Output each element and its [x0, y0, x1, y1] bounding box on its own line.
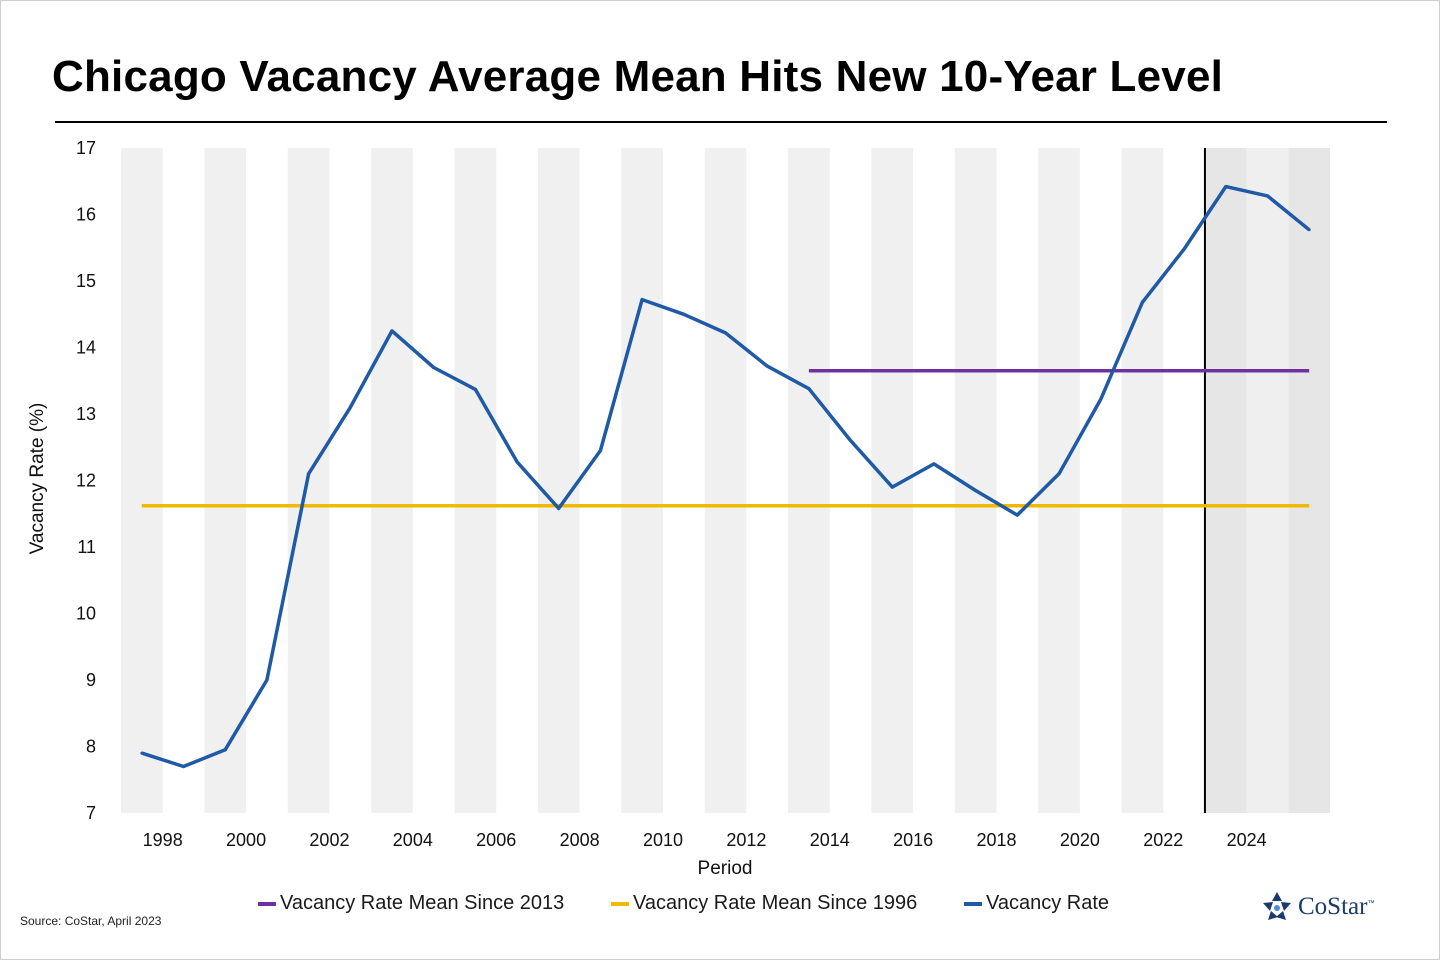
vacancy-rate-point [473, 387, 477, 391]
x-tick-label: 2008 [560, 830, 600, 850]
vacancy-rate-point [348, 405, 352, 409]
x-tick-label: 2014 [810, 830, 850, 850]
year-band [204, 148, 247, 813]
x-tick-label: 2022 [1143, 830, 1183, 850]
costar-star-logo-icon [1263, 892, 1291, 920]
legend-item-mean-since-1996: Vacancy Rate Mean Since 1996 [611, 892, 917, 915]
chart-legend: Vacancy Rate Mean Since 2013 Vacancy Rat… [0, 892, 1440, 920]
y-tick-label: 10 [76, 604, 96, 624]
x-tick-label: 2018 [976, 830, 1016, 850]
year-band [704, 148, 747, 813]
title-underline [55, 121, 1387, 123]
vacancy-rate-point [724, 331, 727, 335]
legend-swatch-vacancy-rate [964, 901, 982, 906]
vacancy-rate-point [807, 387, 811, 391]
legend-swatch-mean-since-2013 [258, 901, 276, 906]
vacancy-rate-point [515, 460, 519, 464]
year-band [1121, 148, 1164, 813]
chart-title: Chicago Vacancy Average Mean Hits New 10… [52, 52, 1224, 101]
legend-item-mean-since-2013: Vacancy Rate Mean Since 2013 [258, 892, 564, 915]
year-band [621, 148, 663, 813]
vacancy-rate-point [390, 329, 394, 333]
vacancy-rate-point [557, 506, 561, 510]
y-axis-title: Vacancy Rate (%) [27, 403, 48, 555]
y-tick-label: 8 [86, 737, 96, 757]
x-tick-label: 2004 [393, 830, 433, 850]
x-tick-label: 2002 [309, 830, 349, 850]
vacancy-rate-point [1182, 247, 1186, 251]
vacancy-rate-point [890, 485, 894, 489]
legend-label-mean-since-2013: Vacancy Rate Mean Since 2013 [280, 892, 565, 914]
brand-name: CoStar [1298, 893, 1368, 920]
brand-trademark: ™ [1367, 900, 1375, 907]
y-tick-label: 9 [86, 670, 96, 690]
y-tick-label: 14 [76, 338, 96, 358]
vacancy-rate-point [1307, 228, 1311, 232]
vacancy-rate-point [1265, 194, 1269, 198]
year-band [537, 148, 580, 813]
year-band [1288, 148, 1330, 813]
legend-item-vacancy-rate: Vacancy Rate [964, 892, 1109, 915]
y-tick-label: 12 [76, 471, 96, 491]
vacancy-rate-point [140, 751, 144, 755]
year-band [788, 148, 830, 813]
x-tick-label: 2012 [726, 830, 766, 850]
vacancy-rate-point [765, 364, 769, 368]
vacancy-rate-point [432, 365, 436, 369]
year-band [121, 148, 163, 813]
vacancy-rate-point [640, 298, 644, 302]
vacancy-rate-point [1015, 513, 1019, 517]
legend-swatch-mean-since-1996 [611, 901, 629, 906]
legend-label-mean-since-1996: Vacancy Rate Mean Since 1996 [633, 892, 918, 914]
source-note: Source: CoStar, April 2023 [20, 914, 162, 928]
x-tick-label: 2020 [1060, 830, 1100, 850]
x-tick-label: 2024 [1227, 830, 1267, 850]
x-axis-title: Period [698, 858, 753, 879]
y-tick-label: 11 [77, 537, 96, 557]
vacancy-rate-point [265, 678, 269, 682]
year-band [371, 148, 413, 813]
y-tick-label: 16 [76, 205, 96, 225]
y-tick-label: 13 [76, 404, 96, 424]
vacancy-rate-point [1099, 397, 1103, 401]
year-band [1246, 148, 1289, 813]
x-tick-label: 2006 [476, 830, 516, 850]
vacancy-rate-point [932, 462, 936, 466]
costar-logo: CoStar ™ [1260, 890, 1374, 924]
legend-label-vacancy-rate: Vacancy Rate [986, 892, 1110, 914]
y-tick-label: 15 [76, 271, 96, 291]
x-tick-label: 2010 [643, 830, 683, 850]
vacancy-rate-point [1140, 300, 1144, 304]
vacancy-rate-point [598, 449, 602, 453]
vacancy-rate-point [682, 312, 686, 316]
y-tick-label: 17 [76, 138, 96, 158]
x-tick-label: 1998 [143, 830, 183, 850]
x-tick-label: 2000 [226, 830, 266, 850]
vacancy-rate-point [307, 472, 311, 476]
vacancy-rate-point [182, 764, 186, 768]
year-band [1204, 148, 1247, 813]
x-tick-label: 2016 [893, 830, 933, 850]
vacancy-rate-point [223, 748, 227, 752]
vacancy-rate-point [849, 439, 853, 443]
y-tick-label: 7 [86, 803, 96, 823]
year-band [454, 148, 497, 813]
vacancy-rate-point [974, 488, 978, 492]
vacancy-rate-point [1057, 472, 1061, 476]
vacancy-rate-point [1224, 185, 1228, 189]
year-band [1038, 148, 1080, 813]
